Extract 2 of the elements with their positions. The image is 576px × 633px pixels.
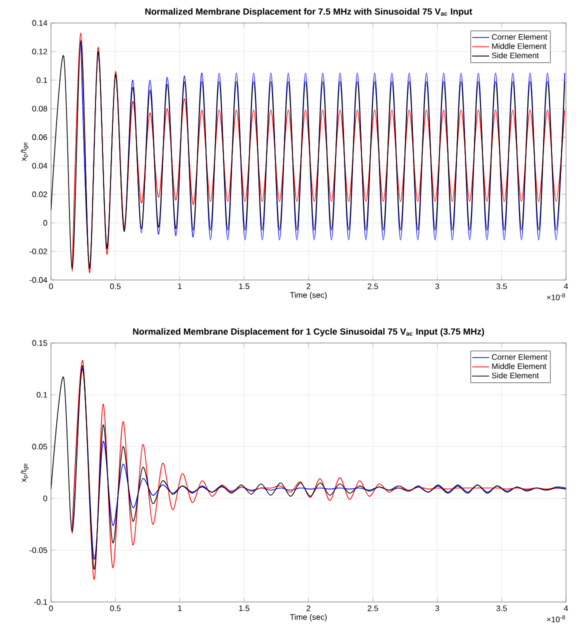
chart-title: Normalized Membrane Displacement for 7.5 MHz with Sinusoidal 75 V$_{ac}$ Input — [145, 8, 472, 16]
chart-title: Normalized Membrane Displacement for 1 Cycle Sinusoidal 75 V$_{ac}$ Input (3.75 MHz) — [133, 328, 484, 336]
